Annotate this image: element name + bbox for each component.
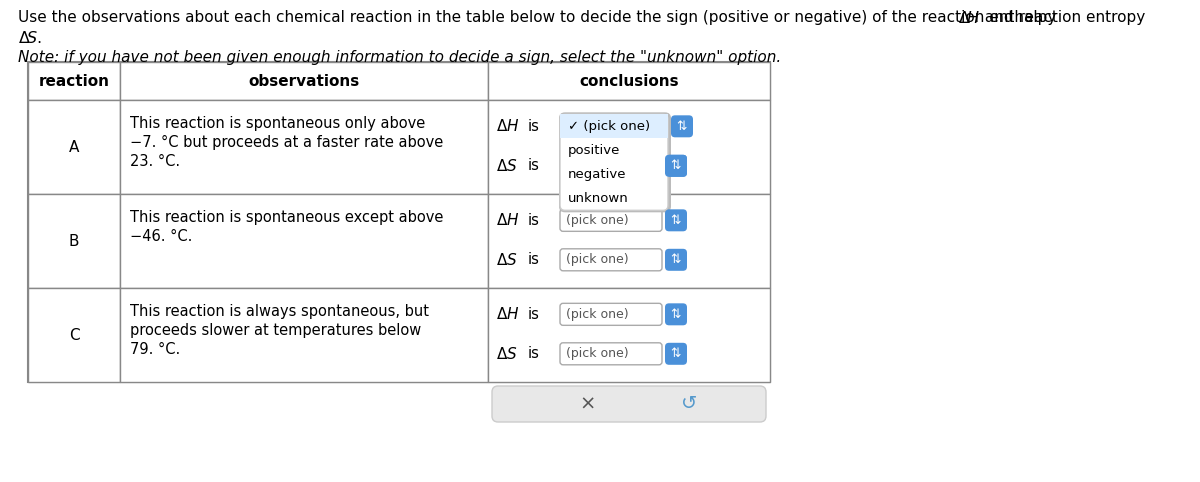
Text: −7. °C but proceeds at a faster rate above: −7. °C but proceeds at a faster rate abo… — [130, 135, 443, 150]
Text: observations: observations — [248, 73, 360, 89]
Text: is: is — [528, 346, 540, 362]
Text: $\Delta H$: $\Delta H$ — [496, 118, 520, 134]
Text: ⇅: ⇅ — [671, 348, 682, 361]
Text: ✓ (pick one): ✓ (pick one) — [568, 120, 650, 133]
Text: and reaction entropy: and reaction entropy — [980, 10, 1145, 25]
FancyBboxPatch shape — [560, 343, 662, 365]
Text: is: is — [528, 307, 540, 322]
FancyBboxPatch shape — [560, 114, 668, 210]
Text: ⇅: ⇅ — [671, 159, 682, 172]
Text: proceeds slower at temperatures below: proceeds slower at temperatures below — [130, 323, 421, 338]
Bar — [120, 62, 488, 100]
Text: is: is — [528, 158, 540, 174]
Text: $\Delta S$: $\Delta S$ — [496, 252, 517, 268]
Text: conclusions: conclusions — [580, 73, 679, 89]
Text: 79. °C.: 79. °C. — [130, 342, 180, 357]
Bar — [120, 288, 488, 382]
Text: This reaction is spontaneous only above: This reaction is spontaneous only above — [130, 116, 425, 131]
Text: ⇅: ⇅ — [671, 159, 682, 172]
FancyBboxPatch shape — [665, 343, 686, 365]
FancyBboxPatch shape — [560, 209, 662, 231]
Bar — [488, 100, 770, 194]
Text: (pick one): (pick one) — [566, 214, 629, 227]
Text: Use the observations about each chemical reaction in the table below to decide t: Use the observations about each chemical… — [18, 10, 1061, 25]
Bar — [28, 194, 120, 288]
Text: reaction: reaction — [38, 73, 109, 89]
Text: $\Delta S$: $\Delta S$ — [496, 346, 517, 362]
Text: ↺: ↺ — [682, 394, 697, 414]
FancyBboxPatch shape — [560, 303, 662, 325]
Bar — [28, 288, 120, 382]
FancyBboxPatch shape — [492, 386, 766, 422]
FancyBboxPatch shape — [665, 209, 686, 231]
Bar — [488, 288, 770, 382]
Text: ⇅: ⇅ — [671, 308, 682, 321]
Text: (pick one): (pick one) — [566, 348, 629, 361]
Text: is: is — [528, 252, 540, 268]
Text: 23. °C.: 23. °C. — [130, 154, 180, 169]
Text: ×: × — [580, 394, 596, 414]
Bar — [28, 62, 120, 100]
Text: (pick one): (pick one) — [566, 308, 629, 321]
FancyBboxPatch shape — [665, 249, 686, 271]
Text: negative: negative — [568, 168, 626, 181]
Text: is: is — [528, 213, 540, 228]
Text: $\Delta H$: $\Delta H$ — [496, 307, 520, 322]
Text: This reaction is spontaneous except above: This reaction is spontaneous except abov… — [130, 210, 443, 225]
Text: positive: positive — [568, 144, 620, 157]
Text: unknown: unknown — [568, 192, 629, 205]
Bar — [120, 100, 488, 194]
Bar — [560, 114, 668, 138]
Bar — [488, 194, 770, 288]
Text: This reaction is always spontaneous, but: This reaction is always spontaneous, but — [130, 304, 430, 319]
Text: B: B — [68, 233, 79, 249]
Text: A: A — [68, 139, 79, 155]
Bar — [28, 100, 120, 194]
Text: $\Delta S$: $\Delta S$ — [496, 158, 517, 174]
Bar — [488, 62, 770, 100]
Text: $\Delta\!S$.: $\Delta\!S$. — [18, 30, 42, 46]
Bar — [28, 62, 770, 382]
Text: (pick one): (pick one) — [566, 254, 629, 266]
Text: $\Delta\!H$: $\Delta\!H$ — [958, 10, 980, 26]
FancyBboxPatch shape — [665, 303, 686, 325]
FancyBboxPatch shape — [671, 115, 694, 137]
FancyBboxPatch shape — [559, 112, 671, 212]
Text: C: C — [68, 327, 79, 343]
Text: $\Delta H$: $\Delta H$ — [496, 212, 520, 228]
FancyBboxPatch shape — [560, 249, 662, 271]
Text: (pick one): (pick one) — [566, 159, 629, 172]
Text: −46. °C.: −46. °C. — [130, 229, 192, 244]
Text: ⇅: ⇅ — [677, 120, 688, 133]
Text: ⇅: ⇅ — [671, 214, 682, 227]
FancyBboxPatch shape — [665, 155, 686, 177]
Text: ⇅: ⇅ — [671, 254, 682, 266]
FancyBboxPatch shape — [665, 155, 686, 177]
Text: is: is — [528, 119, 540, 134]
FancyBboxPatch shape — [560, 155, 662, 177]
Text: Note: if you have not been given enough information to decide a sign, select the: Note: if you have not been given enough … — [18, 50, 781, 65]
Bar — [120, 194, 488, 288]
